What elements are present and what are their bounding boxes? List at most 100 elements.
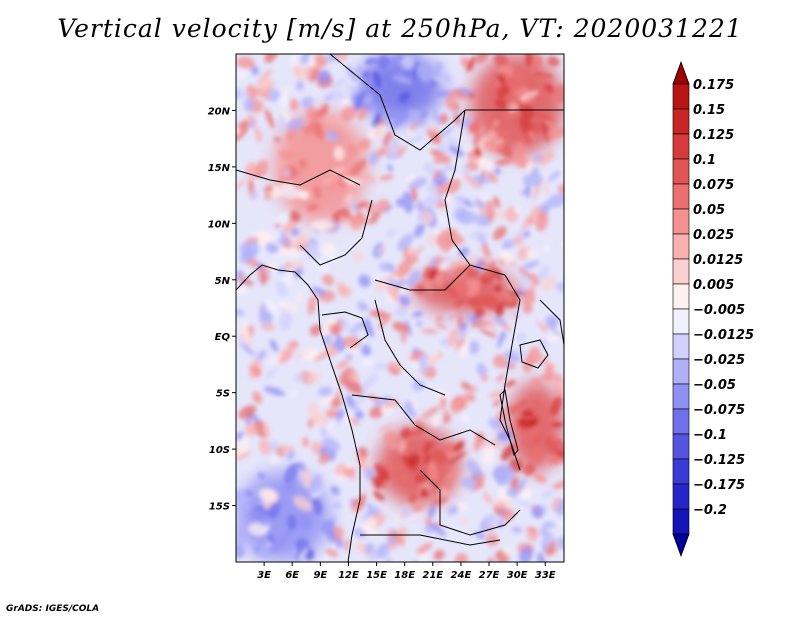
- field-speck: [322, 334, 332, 347]
- field-speck: [318, 243, 337, 256]
- field-speck: [519, 114, 532, 135]
- field-speck: [412, 60, 419, 81]
- field-speck: [287, 451, 293, 461]
- field-speck: [397, 69, 405, 76]
- field-speck: [275, 212, 291, 225]
- field-speck: [406, 128, 414, 137]
- field-speck: [515, 141, 525, 156]
- field-speck: [410, 351, 422, 361]
- field-speck: [535, 211, 549, 232]
- field-speck: [473, 437, 482, 452]
- field-speck: [293, 267, 303, 279]
- field-speck: [307, 371, 321, 384]
- field-speck: [438, 487, 449, 498]
- field-speck: [264, 185, 274, 193]
- field-speck: [527, 218, 535, 225]
- field-speck: [257, 69, 272, 86]
- colorbar-label: −0.1: [693, 428, 727, 443]
- field-speck: [300, 96, 314, 109]
- y-tick-label: 10S: [209, 445, 230, 456]
- field-speck: [387, 108, 398, 120]
- field-speck: [492, 120, 500, 127]
- field-speck: [254, 126, 263, 143]
- field-speck: [368, 152, 379, 166]
- field-speck: [280, 353, 292, 361]
- field-speck: [314, 54, 328, 67]
- field-speck: [307, 417, 314, 429]
- field-speck: [423, 277, 433, 293]
- field-speck: [416, 245, 425, 254]
- field-speck: [466, 284, 480, 298]
- field-speck: [395, 145, 408, 157]
- colorbar-swatch: [672, 508, 690, 535]
- field-speck: [321, 103, 329, 115]
- field-speck: [544, 315, 560, 328]
- field-speck: [443, 168, 457, 180]
- field-speck: [452, 266, 468, 282]
- y-tick-label: 10N: [208, 219, 231, 230]
- field-speck: [344, 537, 350, 552]
- field-speck: [243, 331, 250, 341]
- field-speck: [250, 118, 255, 129]
- field-speck: [295, 80, 304, 91]
- colorbar-swatch: [672, 333, 690, 360]
- field-speck: [402, 191, 414, 214]
- field-speck: [379, 174, 394, 181]
- field-speck: [426, 128, 432, 137]
- field-speck: [448, 451, 467, 465]
- field-speck: [514, 206, 522, 214]
- field-speck: [534, 473, 547, 484]
- field-speck: [551, 375, 564, 393]
- field-speck: [526, 426, 540, 442]
- field-speck: [282, 219, 298, 233]
- field-speck: [538, 151, 554, 165]
- field-speck: [260, 322, 275, 332]
- field-speck: [453, 298, 466, 308]
- field-speck: [463, 392, 476, 403]
- field-speck: [437, 351, 443, 358]
- field-speck: [252, 391, 263, 404]
- field-speck: [269, 339, 279, 352]
- field-speck: [547, 540, 555, 557]
- country-borders: [236, 54, 564, 562]
- colorbar-swatch: [672, 433, 690, 460]
- colorbar-label: −0.2: [693, 503, 727, 518]
- field-speck: [335, 409, 345, 421]
- field-speck: [357, 202, 366, 209]
- field-speck: [529, 273, 540, 285]
- field-speck: [329, 78, 348, 90]
- field-speck: [308, 54, 316, 66]
- field-speck: [357, 138, 371, 151]
- field-speck: [429, 523, 446, 537]
- field-speck: [521, 92, 538, 106]
- field-speck: [437, 142, 448, 156]
- field-speck: [449, 88, 468, 100]
- field-speck: [410, 502, 424, 513]
- field-speck: [533, 112, 555, 122]
- field-speck: [460, 413, 471, 423]
- field-speck: [306, 106, 317, 125]
- field-speck: [330, 485, 340, 496]
- field-speck: [435, 76, 455, 87]
- field-speck: [264, 108, 275, 129]
- field-speck: [430, 132, 441, 145]
- field-speck: [269, 457, 275, 465]
- field-speck: [395, 305, 408, 319]
- field-speck: [279, 310, 292, 331]
- field-speck: [312, 127, 326, 140]
- field-speck: [330, 178, 336, 193]
- colorbar-label: 0.05: [693, 203, 725, 218]
- field-speck: [261, 309, 272, 319]
- field-speck: [386, 137, 400, 158]
- colorbar-top-arrow: [672, 60, 690, 85]
- field-speck: [493, 167, 501, 175]
- lake-tanganyika: [499, 388, 519, 457]
- field-speck: [288, 260, 304, 274]
- field-speck: [359, 524, 379, 537]
- field-speck: [419, 487, 429, 498]
- field-speck: [554, 450, 564, 457]
- field-speck: [305, 122, 314, 136]
- field-speck: [428, 503, 436, 519]
- field-speck: [347, 144, 358, 156]
- field-speck: [421, 405, 441, 419]
